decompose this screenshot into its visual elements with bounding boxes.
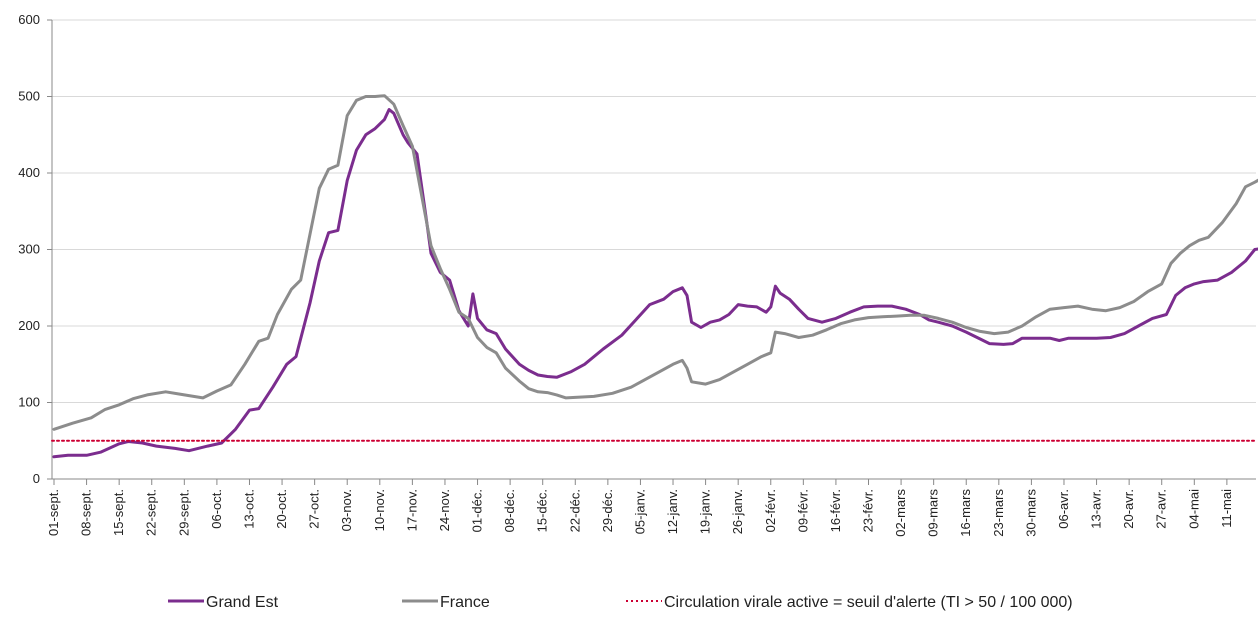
x-tick-label: 20-oct. (274, 489, 289, 529)
y-tick-label: 0 (33, 471, 40, 486)
x-tick-label: 22-sept. (144, 489, 159, 536)
x-tick-label: 16-févr. (828, 489, 843, 532)
x-tick-label: 12-janv. (665, 489, 680, 534)
x-axis: 01-sept. 08-sept. 15-sept. 22-sept. 29-sept.… (46, 478, 1256, 537)
x-tick-label: 23-févr. (861, 489, 876, 532)
x-tick-label: 06-oct. (209, 489, 224, 529)
y-tick-label: 300 (18, 242, 40, 257)
x-tick-label: 24-nov. (437, 489, 452, 531)
y-tick-label: 400 (18, 165, 40, 180)
series-line-0 (52, 108, 1258, 459)
y-tick-label: 500 (18, 89, 40, 104)
x-tick-label: 23-mars (991, 489, 1006, 537)
legend-label: Circulation virale active = seuil d'aler… (664, 594, 1073, 611)
x-tick-label: 29-déc. (600, 489, 615, 532)
legend: Grand Est France Circulation virale active… (168, 594, 1073, 611)
x-tick-label: 29-sept. (176, 489, 191, 536)
y-tick-label: 200 (18, 318, 40, 333)
x-tick-label: 06-avr. (1056, 489, 1071, 529)
x-tick-label: 26-janv. (730, 489, 745, 534)
x-tick-label: 11-mai (1219, 489, 1234, 528)
y-tick-label: 600 (18, 12, 40, 27)
x-tick-label: 16-mars (958, 489, 973, 537)
x-tick-label: 09-mars (926, 489, 941, 537)
x-tick-label: 09-févr. (795, 489, 810, 532)
x-tick-label: 19-janv. (698, 489, 713, 534)
x-tick-label: 30-mars (1023, 489, 1038, 537)
series-layer (51, 94, 1258, 459)
x-tick-label: 15-déc. (535, 489, 550, 532)
gridlines (52, 19, 1256, 403)
x-tick-label: 27-oct. (307, 489, 322, 529)
x-tick-label: 02-févr. (763, 489, 778, 532)
x-tick-label: 10-nov. (372, 489, 387, 531)
x-tick-label: 20-avr. (1121, 489, 1136, 529)
y-axis: 0 100 200 300 400 500 600 (18, 12, 53, 486)
x-tick-label: 01-sept. (46, 489, 61, 536)
x-tick-label: 02-mars (893, 489, 908, 537)
y-tick-label: 100 (18, 395, 40, 410)
x-tick-label: 22-déc. (567, 489, 582, 532)
x-tick-label: 05-janv. (632, 489, 647, 534)
x-tick-label: 08-sept. (79, 489, 94, 536)
series-line-1 (52, 94, 1258, 431)
x-tick-label: 01-déc. (470, 489, 485, 532)
x-tick-label: 13-avr. (1089, 489, 1104, 529)
x-tick-label: 03-nov. (339, 489, 354, 531)
legend-label: France (440, 594, 490, 611)
x-tick-label: 13-oct. (241, 489, 256, 529)
legend-label: Grand Est (206, 594, 279, 611)
x-tick-label: 08-déc. (502, 489, 517, 532)
x-tick-label: 04-mai (1186, 489, 1201, 529)
x-tick-label: 27-avr. (1154, 489, 1169, 529)
x-tick-label: 17-nov. (404, 489, 419, 531)
x-tick-label: 15-sept. (111, 489, 126, 536)
